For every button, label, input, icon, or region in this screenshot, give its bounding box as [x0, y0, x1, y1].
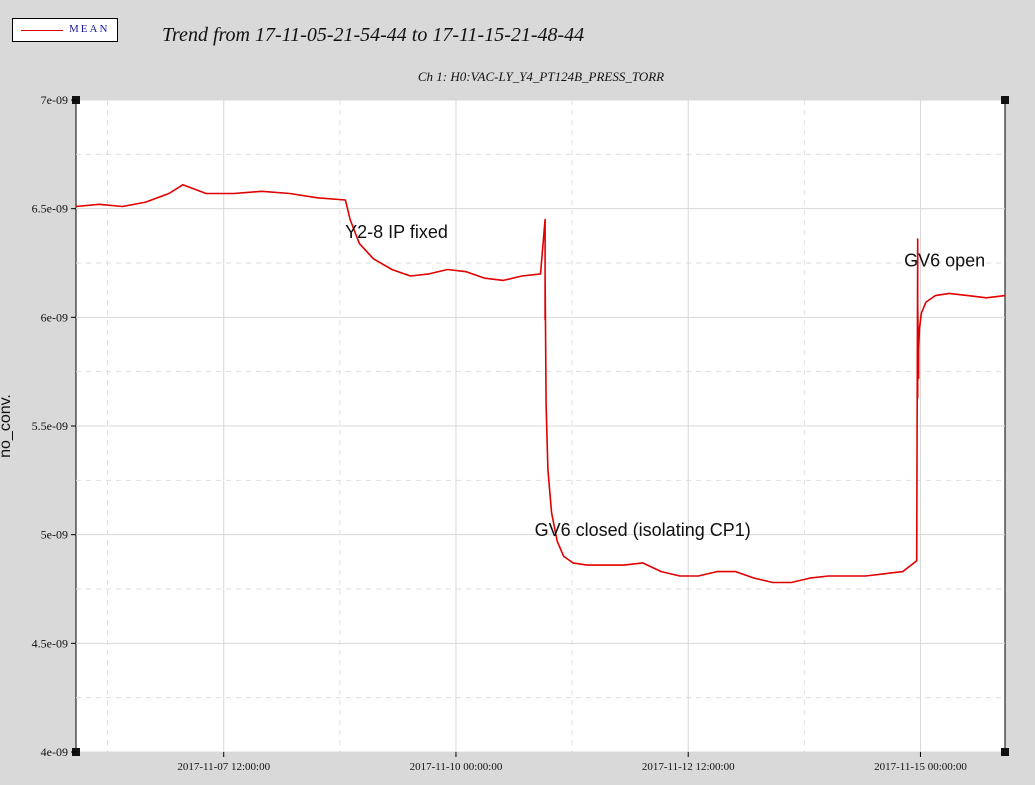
y-tick-label: 6e-09: [41, 310, 68, 324]
legend-box: MEAN: [12, 18, 118, 42]
annotations: Y2-8 IP fixed GV6 closed (isolating CP1) G…: [345, 222, 985, 540]
chart-subtitle: Ch 1: H0:VAC-LY_Y4_PT124B_PRESS_TORR: [418, 69, 664, 84]
chart-title: Trend from 17-11-05-21-54-44 to 17-11-15…: [162, 24, 585, 46]
annotation-label: GV6 open: [904, 250, 985, 270]
x-tick-label: 2017-11-07 12:00:00: [177, 761, 270, 773]
x-tick-label: 2017-11-15 00:00:00: [874, 761, 967, 773]
y-tick-label: 4e-09: [41, 745, 68, 759]
x-tick-label: 2017-11-10 00:00:00: [410, 761, 503, 773]
y-axis-label: no_conv.: [0, 394, 14, 458]
y-tick-label: 7e-09: [41, 93, 68, 107]
corner-marker: [1001, 748, 1009, 756]
x-tick-label: 2017-11-12 12:00:00: [642, 761, 735, 773]
grid: [76, 99, 1005, 753]
series-layer: [75, 184, 1006, 584]
legend-swatch: [21, 30, 63, 31]
y-tick-label: 4.5e-09: [32, 636, 68, 650]
series-line-mean: [75, 184, 1006, 584]
annotation-label: GV6 closed (isolating CP1): [535, 520, 751, 540]
y-tick-label: 5.5e-09: [32, 419, 68, 433]
axes: 4e-09 4.5e-09 5e-09 5.5e-09 6e-09 6.5e-09 7e-0…: [32, 93, 968, 773]
y-tick-label: 6.5e-09: [32, 202, 68, 216]
corner-marker: [1001, 96, 1009, 104]
legend-label: MEAN: [69, 23, 110, 35]
y-tick-label: 5e-09: [41, 528, 68, 542]
annotation-label: Y2-8 IP fixed: [345, 222, 448, 242]
